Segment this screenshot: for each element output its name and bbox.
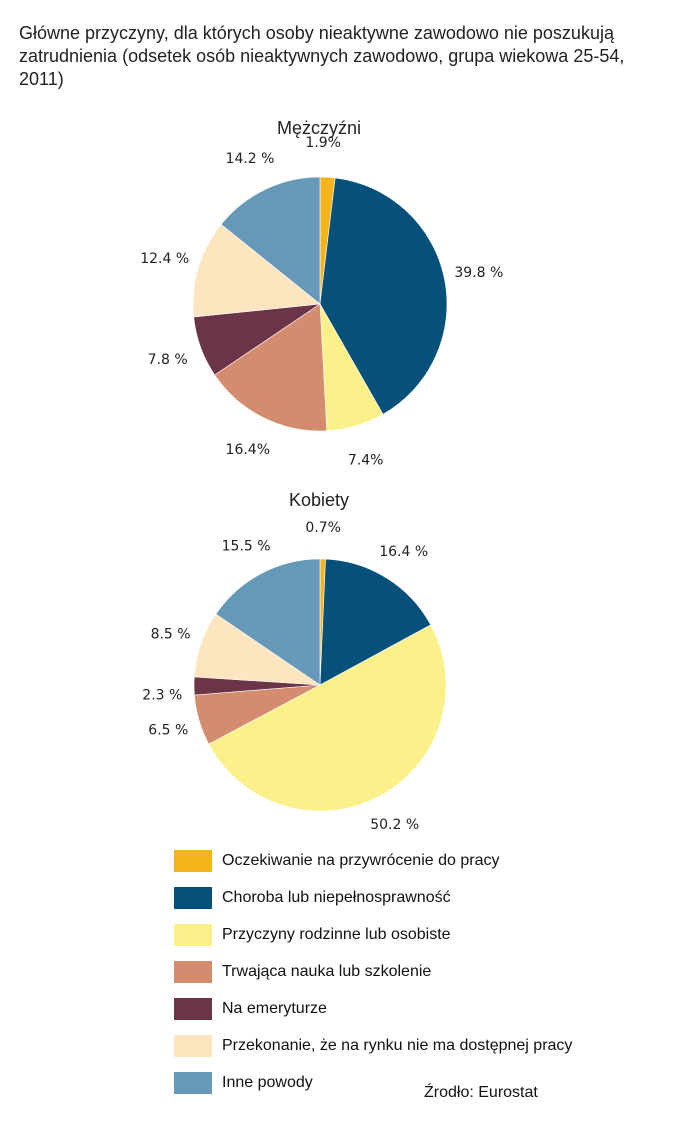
pie-slice-men-illness (319, 177, 448, 415)
legend-label: Oczekiwanie na przywrócenie do pracy (222, 852, 500, 869)
slice-label-men-illness: 39.8 % (454, 265, 503, 281)
slice-label-men-awaiting-recall: 1.9% (305, 135, 341, 151)
legend-swatch (174, 924, 212, 946)
slice-label-women-illness: 16.4 % (379, 544, 428, 560)
legend-label: Na emeryturze (222, 1000, 327, 1017)
pie-title-men: Mężczyźni (276, 118, 361, 138)
slice-label-men-retired: 7.8 % (148, 352, 188, 368)
slice-label-women-awaiting-recall: 0.7% (305, 520, 341, 536)
slice-label-men-other: 14.2 % (226, 151, 275, 167)
pie-slice-men-no-work-available (192, 223, 321, 318)
slice-label-women-other: 15.5 % (222, 538, 271, 554)
pie-slice-women-family (208, 624, 447, 812)
legend-label: Choroba lub niepełnosprawność (222, 889, 451, 906)
legend-swatch (174, 1035, 212, 1057)
pie-slice-men-education (214, 303, 328, 432)
slice-label-women-family: 50.2 % (370, 817, 419, 833)
slice-label-women-education: 6.5 % (148, 722, 188, 738)
slice-label-women-retired: 2.3 % (142, 688, 182, 704)
chart-title: Główne przyczyny, dla których osoby niea… (19, 23, 625, 89)
legend-swatch (174, 887, 212, 909)
legend-label: Przyczyny rodzinne lub osobiste (222, 926, 451, 943)
source-note: Źrodło: Eurostat (424, 1084, 538, 1101)
pie-title-women: Kobiety (288, 490, 350, 510)
pie-slice-women-other (215, 558, 321, 686)
legend-label: Trwająca nauka lub szkolenie (222, 963, 432, 980)
slice-label-men-education: 16.4% (226, 442, 270, 458)
legend-swatch (174, 998, 212, 1020)
slice-label-women-no-work-available: 8.5 % (151, 627, 191, 643)
legend-swatch (174, 850, 212, 872)
legend-label: Przekonanie, że na rynku nie ma dostępne… (222, 1037, 573, 1054)
legend-label: Inne powody (222, 1074, 313, 1091)
slice-label-men-family: 7.4% (348, 452, 384, 468)
pie-slice-men-other (220, 176, 321, 305)
pie-slice-women-illness (319, 558, 432, 686)
legend-swatch (174, 961, 212, 983)
legend-swatch (174, 1072, 212, 1094)
slice-label-men-no-work-available: 12.4 % (140, 251, 189, 267)
